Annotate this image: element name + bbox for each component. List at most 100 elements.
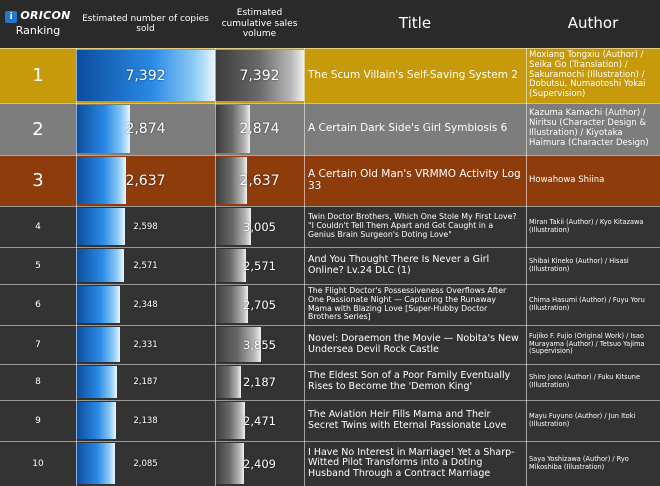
cumulative-sales-bar: [215, 286, 248, 323]
copies-sold-value: 2,571: [133, 260, 158, 271]
copies-sold-bar: [76, 443, 115, 484]
copies-sold-cell: 2,637: [76, 155, 215, 206]
table-row: 4 2,598 3,005 Twin Doctor Brothers, Which O…: [0, 206, 660, 247]
copies-sold-bar: [76, 366, 117, 398]
column-divider: [304, 284, 305, 325]
cumulative-sales-bar: [215, 249, 246, 282]
rank-number: 8: [35, 377, 41, 387]
copies-sold-cell: 2,331: [76, 325, 215, 364]
row-divider: [0, 441, 660, 442]
column-divider: [76, 206, 77, 247]
column-divider: [526, 155, 527, 206]
column-divider: [304, 325, 305, 364]
column-divider: [215, 103, 216, 155]
copies-sold-cell: 7,392: [76, 48, 215, 103]
book-author: Kazuma Kamachi (Author) / Niritsu (Chara…: [529, 108, 649, 148]
copies-sold-cell: 2,085: [76, 441, 215, 486]
column-divider: [304, 155, 305, 206]
rank-number: 4: [35, 221, 41, 232]
cumulative-sales-bar: [215, 402, 245, 439]
cumulative-sales-bar: [215, 208, 251, 245]
column-divider: [215, 441, 216, 486]
row-divider: [0, 325, 660, 326]
column-divider: [526, 364, 527, 400]
column-divider: [304, 103, 305, 155]
column-divider: [304, 48, 305, 103]
book-title: The Scum Villain's Self-Saving System 2: [308, 68, 518, 81]
cumulative-sales-bar: [215, 366, 241, 398]
cumulative-sales-bar: [215, 157, 247, 204]
copies-sold-bar: [76, 208, 125, 245]
rank-number: 9: [35, 415, 41, 426]
book-title: And You Thought There Is Never a Girl On…: [308, 253, 490, 276]
copies-sold-value: 7,392: [125, 67, 166, 84]
copies-sold-bar: [76, 286, 120, 323]
copies-sold-value: 2,138: [133, 415, 158, 426]
table-row: 8 2,187 2,187 The Eldest Son of a Poor Fami…: [0, 364, 660, 400]
column-divider: [215, 284, 216, 325]
cumulative-sales-cell: 2,874: [215, 103, 304, 155]
book-title: A Certain Old Man's VRMMO Activity Log 3…: [308, 167, 521, 192]
cumulative-sales-value: 3,005: [243, 219, 276, 234]
book-title: I Have No Interest in Marriage! Yet a Sh…: [308, 446, 515, 479]
book-author: Saya Yoshizawa (Author) / Ryo Mikoshiba …: [529, 454, 629, 471]
copies-sold-cell: 2,874: [76, 103, 215, 155]
copies-sold-cell: 2,598: [76, 206, 215, 247]
column-divider: [215, 48, 216, 103]
header-author: Author: [567, 14, 619, 33]
rank-number: 3: [32, 170, 44, 191]
copies-sold-cell: 2,187: [76, 364, 215, 400]
brand-name: ORICON: [20, 9, 71, 23]
cumulative-sales-value: 2,187: [243, 375, 276, 389]
header-rank-label: Ranking: [15, 24, 61, 37]
book-author: Miran Takii (Author) / Kyo Kitazawa (Ill…: [529, 217, 644, 234]
cumulative-sales-bar: [215, 443, 244, 484]
cumulative-sales-value: 2,571: [243, 258, 276, 273]
table-header: i ORICON Ranking Estimated number of cop…: [0, 0, 660, 48]
column-divider: [215, 364, 216, 400]
row-divider: [0, 364, 660, 365]
cumulative-sales-cell: 2,187: [215, 364, 304, 400]
book-author: Moxiang Tongxiu (Author) / Seika Go (Tra…: [529, 50, 646, 100]
cumulative-sales-value: 2,409: [243, 456, 276, 471]
copies-sold-bar: [76, 249, 124, 282]
book-author: Chima Hasumi (Author) / Fuyu Yoru (Illus…: [529, 295, 645, 312]
table-row: 1 7,392 7,392 The Scum Villain's Self-Savin…: [0, 48, 660, 103]
column-divider: [526, 284, 527, 325]
copies-sold-value: 2,348: [133, 299, 158, 310]
column-divider: [76, 247, 77, 284]
cumulative-sales-value: 2,637: [239, 172, 280, 189]
column-divider: [304, 206, 305, 247]
cumulative-sales-cell: 2,705: [215, 284, 304, 325]
copies-sold-value: 2,331: [133, 339, 158, 350]
cumulative-sales-value: 3,855: [243, 337, 276, 352]
cumulative-sales-bar: [215, 105, 250, 153]
cumulative-sales-cell: 7,392: [215, 48, 304, 103]
header-title: Title: [398, 14, 432, 33]
copies-sold-value: 2,085: [133, 458, 158, 469]
copies-sold-value: 2,637: [125, 172, 166, 189]
column-divider: [76, 325, 77, 364]
column-divider: [76, 284, 77, 325]
header-copies-sold: Estimated number of copies sold: [82, 13, 209, 34]
column-divider: [526, 441, 527, 486]
column-divider: [304, 400, 305, 441]
book-title: A Certain Dark Side's Girl Symbiosis 6: [308, 122, 508, 135]
row-divider: [0, 247, 660, 248]
column-divider: [304, 441, 305, 486]
column-divider: [526, 206, 527, 247]
oricon-logo: i ORICON: [5, 10, 70, 23]
row-divider: [0, 400, 660, 401]
book-author: Mayu Fuyuno (Author) / Jun Itoki (Illust…: [529, 411, 636, 428]
table-row: 10 2,085 2,409 I Have No Interest in Marria…: [0, 441, 660, 486]
table-row: 7 2,331 3,855 Novel: Doraemon the Movie — N…: [0, 325, 660, 364]
column-divider: [76, 364, 77, 400]
row-divider: [0, 48, 660, 49]
column-divider: [215, 325, 216, 364]
row-divider: [0, 284, 660, 285]
rank-number: 6: [35, 299, 41, 310]
cumulative-sales-cell: 2,637: [215, 155, 304, 206]
column-divider: [526, 400, 527, 441]
cumulative-sales-value: 2,874: [239, 121, 280, 137]
